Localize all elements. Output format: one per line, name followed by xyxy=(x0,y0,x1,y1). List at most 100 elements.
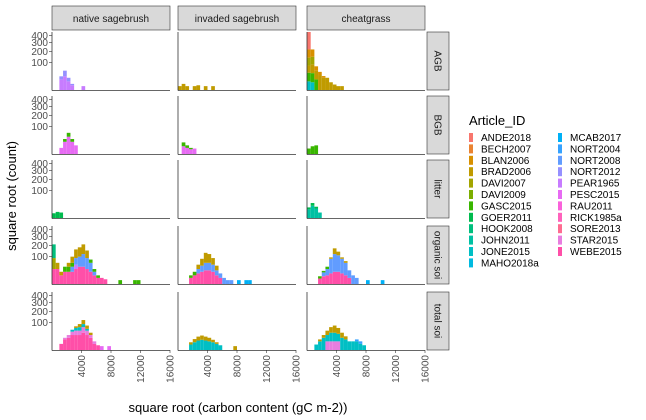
histogram-bar-segment xyxy=(63,266,67,272)
histogram-bar-segment xyxy=(192,339,197,343)
legend-key xyxy=(469,224,473,234)
histogram-bar-segment xyxy=(77,247,82,257)
histogram-bar-segment xyxy=(70,266,75,272)
histogram-bar-segment xyxy=(321,76,326,78)
legend-key xyxy=(558,235,562,245)
histogram-bar-segment xyxy=(85,328,89,331)
histogram-bar-segment xyxy=(59,76,64,80)
histogram-bar-segment xyxy=(92,343,97,350)
histogram-bar-segment xyxy=(200,335,204,340)
histogram-bar-segment xyxy=(207,337,212,342)
histogram-bar-segment xyxy=(81,332,86,350)
legend-entry: NORT2008 xyxy=(570,156,621,167)
histogram-bar-segment xyxy=(52,244,56,259)
axes-layer: 1002003004001002003004001002003004001002… xyxy=(31,31,431,383)
histogram-bar-segment xyxy=(196,336,201,341)
histogram-bar-segment xyxy=(321,77,326,90)
histogram-bar-segment xyxy=(310,73,315,83)
row-strip-label: litter xyxy=(432,180,443,200)
histogram-bar-segment xyxy=(362,345,366,350)
histogram-bar-segment xyxy=(196,273,201,284)
legend-entry: MAHO2018a xyxy=(481,258,539,269)
y-tick-label: 300 xyxy=(31,166,48,177)
y-tick-label: 300 xyxy=(31,232,48,243)
histogram-bar-segment xyxy=(77,266,82,284)
histogram-bar-segment xyxy=(59,271,64,276)
histogram-bar-segment xyxy=(74,264,78,270)
legend-entry: GASC2015 xyxy=(481,201,532,212)
histogram-bar-segment xyxy=(332,84,337,90)
histogram-bar-segment xyxy=(329,327,333,333)
histogram-bar-segment xyxy=(192,86,197,90)
histogram-bar-segment xyxy=(248,280,252,284)
x-tick-label: 16000 xyxy=(292,355,303,383)
histogram-bar-segment xyxy=(347,341,352,350)
histogram-bar-segment xyxy=(192,342,197,350)
histogram-bar-segment xyxy=(207,270,212,284)
histogram-bar-segment xyxy=(196,85,201,90)
histogram-bar-segment xyxy=(318,339,322,342)
histogram-bar-segment xyxy=(203,86,208,90)
histogram-bar-segment xyxy=(318,71,322,76)
x-tick-label: 8000 xyxy=(233,355,244,378)
histogram-bar-segment xyxy=(325,266,330,270)
histogram-bar-segment xyxy=(307,81,311,90)
histogram-bar-segment xyxy=(192,275,197,284)
histogram-bar-segment xyxy=(336,251,341,256)
histogram-bar-segment xyxy=(340,273,344,284)
legend-entry: PEAR1965 xyxy=(570,179,620,190)
histogram-bar-segment xyxy=(366,280,370,284)
histogram-bar-segment xyxy=(77,330,82,336)
y-tick-label: 400 xyxy=(31,159,48,170)
histogram-bar-segment xyxy=(211,264,215,272)
row-strip-label: AGB xyxy=(432,50,443,71)
y-tick-label: 100 xyxy=(31,252,48,263)
legend-entry: PESC2015 xyxy=(570,190,620,201)
histogram-bar-segment xyxy=(200,339,204,350)
histogram-bar-segment xyxy=(70,83,75,86)
histogram-bar-segment xyxy=(77,256,82,267)
histogram-bar-segment xyxy=(207,341,212,350)
histogram-bar-segment xyxy=(307,72,311,82)
histogram-bar-segment xyxy=(88,337,93,350)
x-axis-title: square root (carbon content (gC m-2)) xyxy=(129,400,348,415)
histogram-bar-segment xyxy=(63,337,67,340)
histogram-bar-segment xyxy=(214,275,219,284)
x-tick-label: 8000 xyxy=(107,355,118,378)
histogram-bar-segment xyxy=(325,269,330,276)
histogram-bar-segment xyxy=(332,341,337,350)
histogram-bar-segment xyxy=(196,340,201,350)
histogram-bar-segment xyxy=(340,332,344,338)
histogram-bar-segment xyxy=(343,261,348,263)
col-strip xyxy=(306,5,426,31)
histogram-bar-segment xyxy=(307,49,311,58)
y-tick-label: 100 xyxy=(31,58,48,69)
histogram-bar-segment xyxy=(244,280,249,284)
histogram-bar-segment xyxy=(74,249,78,259)
histogram-bar-segment xyxy=(336,255,341,272)
histogram-bar-segment xyxy=(211,86,215,90)
legend-key xyxy=(558,178,562,188)
legend-key xyxy=(469,190,473,199)
panels-layer xyxy=(52,32,385,350)
histogram-bar-segment xyxy=(88,262,93,272)
histogram-bar-segment xyxy=(63,139,67,142)
row-strip xyxy=(426,291,450,351)
histogram-bar-segment xyxy=(189,149,193,154)
histogram-bar-segment xyxy=(66,81,71,90)
histogram-bar-segment xyxy=(211,342,215,350)
histogram-bar-segment xyxy=(88,271,93,284)
histogram-bar-segment xyxy=(85,335,89,350)
row-strip xyxy=(426,31,450,91)
row-strip-label: organic soi xyxy=(432,231,443,279)
x-tick-label: 12000 xyxy=(391,355,402,383)
histogram-bar-segment xyxy=(203,340,208,350)
histogram-bar-segment xyxy=(88,335,93,338)
histogram-bar-segment xyxy=(314,206,319,209)
histogram-bar-segment xyxy=(354,339,359,342)
histogram-bar-segment xyxy=(74,258,78,265)
histogram-bar-segment xyxy=(96,275,100,278)
histogram-bar-segment xyxy=(347,277,352,284)
histogram-bar-segment xyxy=(347,270,352,278)
